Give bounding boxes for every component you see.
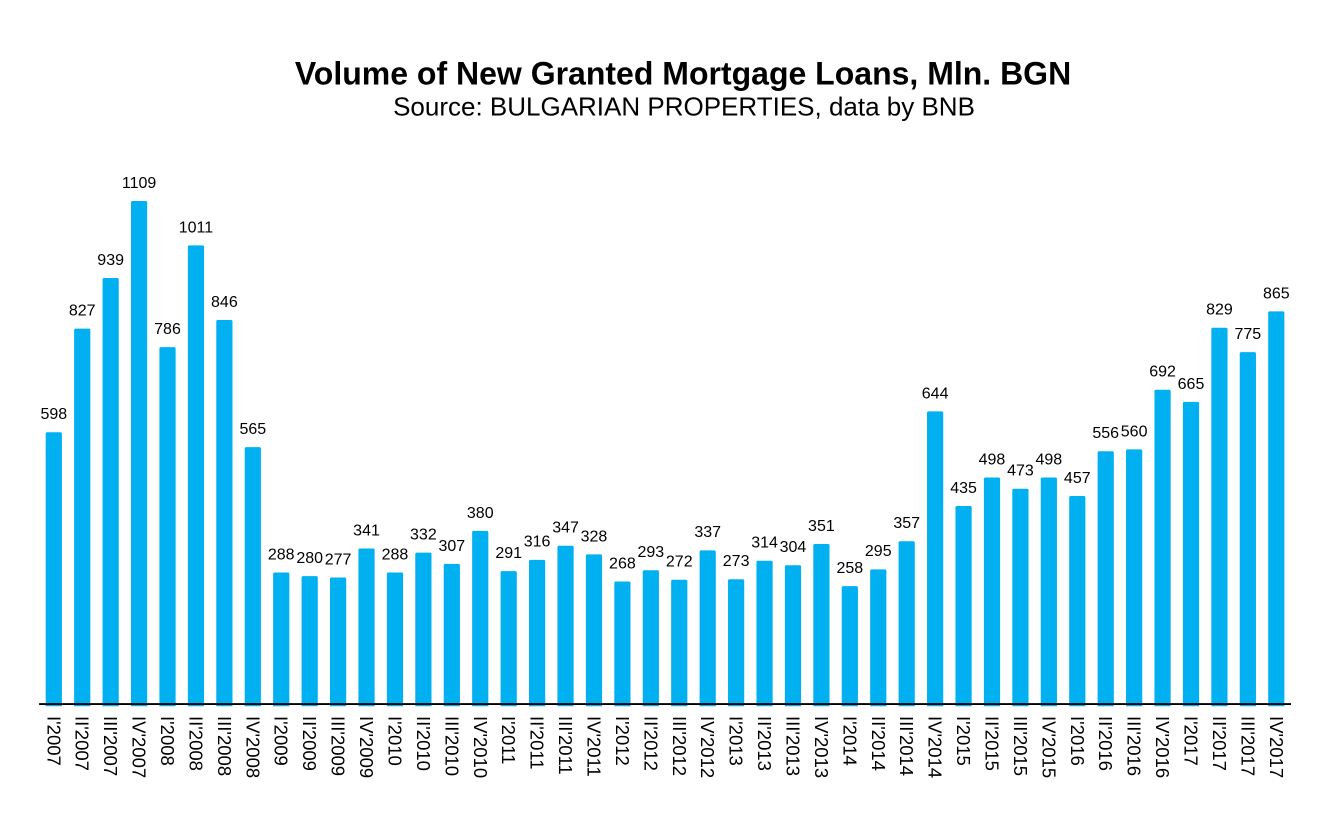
svg-text:846: 846	[211, 294, 238, 311]
svg-text:786: 786	[154, 321, 181, 338]
svg-text:692: 692	[1149, 364, 1176, 381]
svg-text:II'2015: II'2015	[981, 716, 1002, 771]
svg-text:I'2014: I'2014	[839, 716, 860, 766]
svg-text:II'2014: II'2014	[868, 716, 889, 771]
svg-text:1011: 1011	[179, 219, 214, 236]
svg-text:280: 280	[296, 550, 323, 567]
svg-text:I'2016: I'2016	[1067, 716, 1088, 766]
svg-text:IV'2012: IV'2012	[697, 716, 718, 778]
svg-text:288: 288	[268, 546, 295, 563]
svg-text:IV'2009: IV'2009	[356, 716, 377, 778]
svg-text:644: 644	[922, 385, 949, 402]
svg-text:IV'2014: IV'2014	[925, 716, 946, 778]
svg-text:I'2010: I'2010	[384, 716, 405, 766]
svg-text:939: 939	[97, 252, 124, 269]
svg-text:273: 273	[723, 553, 750, 570]
svg-text:332: 332	[410, 526, 437, 543]
svg-text:IV'2016: IV'2016	[1152, 716, 1173, 778]
svg-text:293: 293	[637, 544, 664, 561]
svg-text:I'2013: I'2013	[726, 716, 747, 766]
svg-text:IV'2007: IV'2007	[129, 716, 150, 778]
svg-text:II'2007: II'2007	[72, 716, 93, 771]
svg-text:258: 258	[836, 560, 863, 577]
svg-text:337: 337	[694, 524, 721, 541]
svg-text:1109: 1109	[122, 175, 157, 192]
svg-text:II'2009: II'2009	[299, 716, 320, 771]
svg-text:II'2010: II'2010	[413, 716, 434, 771]
svg-text:598: 598	[40, 406, 67, 423]
svg-text:III'2017: III'2017	[1237, 716, 1258, 776]
svg-text:IV'2017: IV'2017	[1266, 716, 1287, 778]
svg-text:IV'2015: IV'2015	[1038, 716, 1059, 778]
svg-text:III'2013: III'2013	[782, 716, 803, 776]
svg-text:560: 560	[1121, 423, 1148, 440]
svg-text:268: 268	[609, 555, 636, 572]
svg-text:III'2007: III'2007	[100, 716, 121, 776]
svg-text:III'2016: III'2016	[1124, 716, 1145, 776]
svg-text:277: 277	[325, 551, 352, 568]
svg-text:473: 473	[1007, 463, 1034, 480]
svg-text:I'2012: I'2012	[612, 716, 633, 766]
svg-text:347: 347	[552, 520, 579, 537]
svg-text:Volume of New Granted Mortgage: Volume of New Granted Mortgage Loans, Ml…	[295, 55, 1071, 91]
svg-text:I'2011: I'2011	[498, 716, 519, 764]
svg-text:II'2012: II'2012	[640, 716, 661, 771]
svg-text:II'2016: II'2016	[1095, 716, 1116, 771]
svg-text:498: 498	[979, 451, 1006, 468]
svg-text:827: 827	[69, 303, 96, 320]
svg-text:291: 291	[495, 545, 522, 562]
svg-text:556: 556	[1092, 425, 1119, 442]
svg-text:435: 435	[950, 480, 977, 497]
svg-text:Source: BULGARIAN PROPERTIES,: Source: BULGARIAN PROPERTIES, data by BN…	[393, 91, 975, 121]
svg-text:288: 288	[382, 546, 409, 563]
svg-text:565: 565	[239, 421, 266, 438]
svg-text:II'2017: II'2017	[1209, 716, 1230, 771]
svg-text:314: 314	[751, 535, 778, 552]
svg-text:304: 304	[780, 539, 807, 556]
svg-text:357: 357	[893, 515, 920, 532]
svg-text:IV'2010: IV'2010	[470, 716, 491, 778]
svg-text:II'2013: II'2013	[754, 716, 775, 771]
svg-text:272: 272	[666, 554, 693, 571]
svg-text:865: 865	[1263, 285, 1290, 302]
svg-text:III'2011: III'2011	[555, 716, 576, 775]
svg-text:316: 316	[524, 534, 551, 551]
svg-text:665: 665	[1178, 376, 1205, 393]
svg-text:IV'2011: IV'2011	[583, 716, 604, 777]
svg-text:IV'2008: IV'2008	[242, 716, 263, 778]
svg-text:457: 457	[1064, 470, 1091, 487]
svg-text:II'2011: II'2011	[527, 716, 548, 770]
svg-text:307: 307	[438, 538, 465, 555]
svg-text:775: 775	[1235, 326, 1262, 343]
svg-text:III'2014: III'2014	[896, 716, 917, 776]
svg-text:I'2009: I'2009	[271, 716, 292, 766]
svg-text:III'2009: III'2009	[328, 716, 349, 776]
svg-text:380: 380	[467, 505, 494, 522]
svg-text:III'2010: III'2010	[441, 716, 462, 776]
svg-text:341: 341	[353, 522, 380, 539]
svg-text:I'2015: I'2015	[953, 716, 974, 766]
svg-text:498: 498	[1035, 451, 1062, 468]
svg-text:295: 295	[865, 543, 892, 560]
svg-text:II'2008: II'2008	[185, 716, 206, 771]
svg-text:829: 829	[1206, 302, 1233, 319]
svg-text:III'2012: III'2012	[669, 716, 690, 776]
svg-text:351: 351	[808, 518, 835, 535]
svg-text:I'2007: I'2007	[43, 716, 64, 766]
svg-text:IV'2013: IV'2013	[811, 716, 832, 778]
svg-text:III'2008: III'2008	[214, 716, 235, 776]
svg-text:I'2008: I'2008	[157, 716, 178, 766]
svg-text:I'2017: I'2017	[1181, 716, 1202, 766]
svg-text:328: 328	[581, 528, 608, 545]
svg-text:III'2015: III'2015	[1010, 716, 1031, 776]
